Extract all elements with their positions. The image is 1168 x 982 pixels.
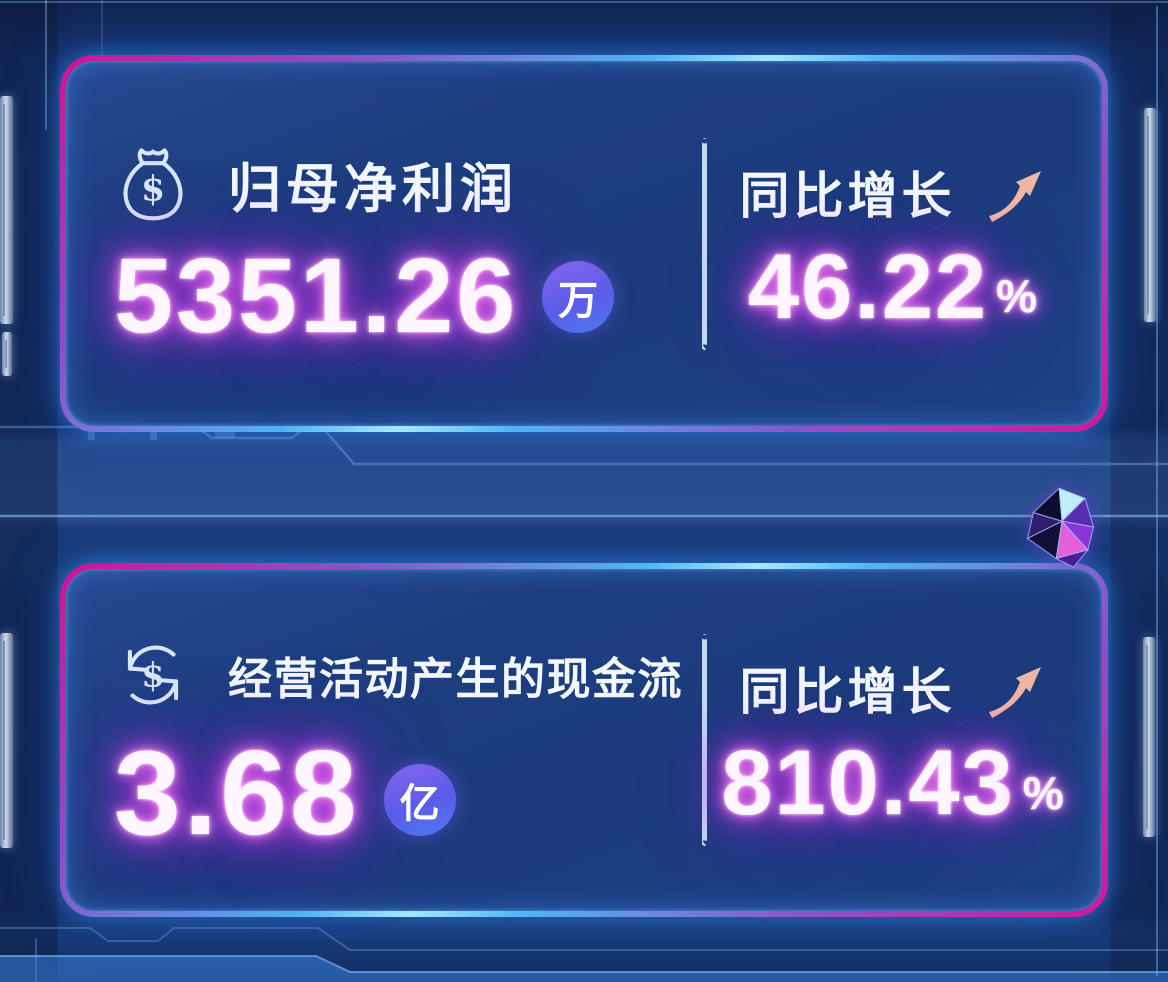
- left-tech-bracket: [0, 96, 13, 324]
- metric-label: 归母净利润: [228, 159, 518, 219]
- unit-badge: 亿: [383, 764, 456, 837]
- growth-label: 同比增长: [739, 167, 956, 224]
- metric-value: 5351.26: [114, 236, 519, 355]
- gem-icon: [1026, 487, 1095, 568]
- dollar-symbol: $: [141, 655, 164, 694]
- right-tech-bracket-lower: [1143, 637, 1155, 837]
- metric-column: $ 经营活动产生的现金流 3.68 亿: [112, 632, 702, 860]
- cash-flow-panel: $ 经营活动产生的现金流 3.68 亿 同比增长: [60, 563, 1108, 917]
- dashed-divider: [702, 137, 707, 350]
- right-tech-bracket: [1144, 108, 1156, 322]
- dollar-symbol: $: [141, 169, 165, 209]
- cash-cycle-icon: $: [112, 632, 194, 718]
- growth-value: 810.43: [721, 732, 1015, 835]
- unit-badge: 万: [542, 261, 615, 334]
- metric-value: 3.68: [114, 725, 360, 860]
- percent-sign: %: [1022, 766, 1064, 819]
- growth-arrow-icon: [982, 158, 1046, 226]
- net-profit-card: $ 归母净利润 5351.26 万 同比增长: [66, 61, 1102, 426]
- percent-sign: %: [996, 270, 1038, 323]
- growth-label: 同比增长: [739, 664, 956, 721]
- growth-column: 同比增长 46.22 %: [707, 156, 1078, 338]
- growth-column: 同比增长 810.43 %: [707, 652, 1078, 835]
- net-profit-panel: $ 归母净利润 5351.26 万 同比增长: [60, 55, 1108, 432]
- metric-label: 经营活动产生的现金流: [228, 654, 683, 704]
- metric-column: $ 归母净利润 5351.26 万: [112, 142, 702, 355]
- left-tech-bracket-lower: [0, 633, 13, 848]
- growth-arrow-icon: [982, 654, 1046, 722]
- left-tech-bracket-tab: [2, 332, 12, 376]
- dashed-divider: [702, 634, 707, 846]
- growth-value: 46.22: [747, 235, 989, 338]
- cash-flow-card: $ 经营活动产生的现金流 3.68 亿 同比增长: [66, 569, 1102, 911]
- money-bag-icon: $: [112, 142, 194, 228]
